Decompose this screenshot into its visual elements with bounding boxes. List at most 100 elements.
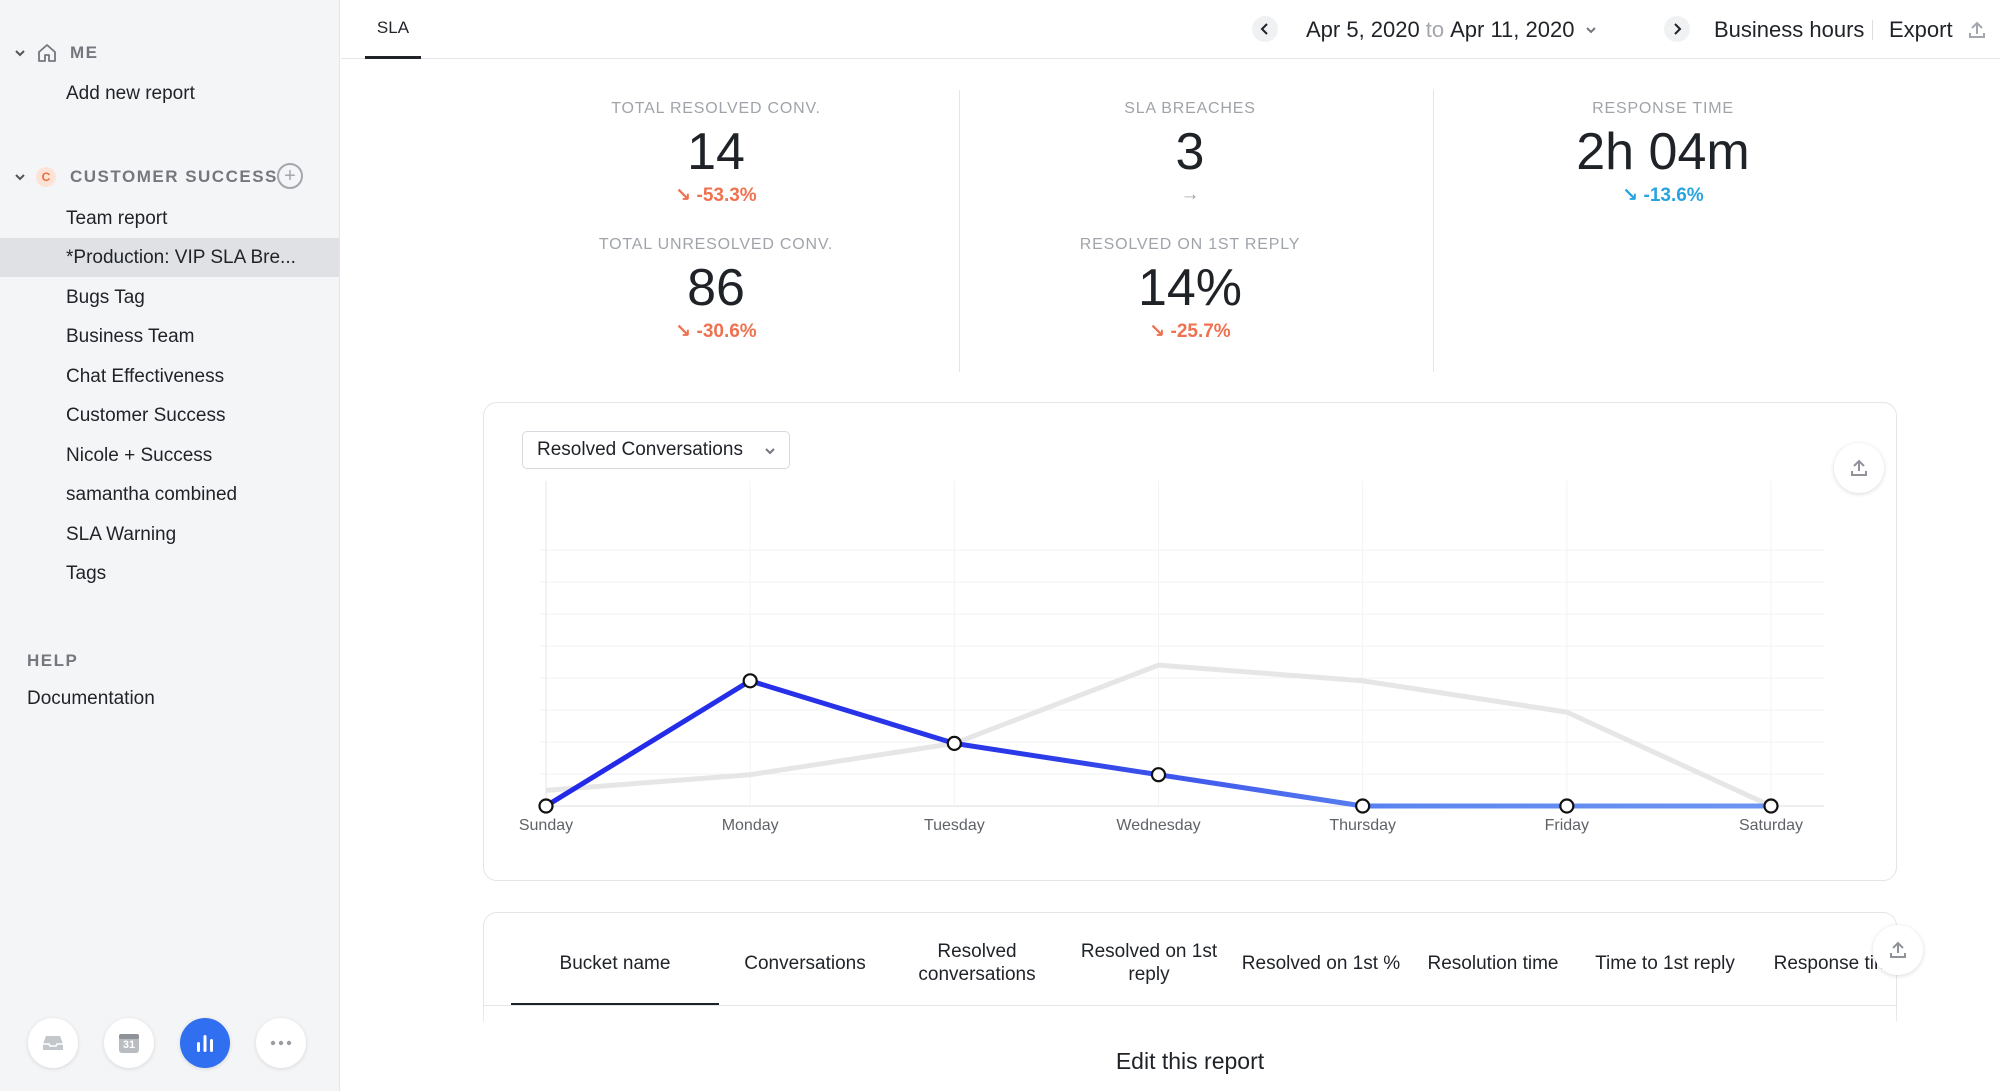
metric-delta: ↘ -13.6%: [1622, 185, 1704, 206]
column-header-resolved-first-reply[interactable]: Resolved on 1st reply: [1080, 941, 1218, 985]
sidebar-item-label: Business Team: [66, 325, 195, 347]
analytics-button[interactable]: [180, 1018, 230, 1068]
x-tick-label: Friday: [1545, 817, 1589, 834]
chart-card: Sunday Monday Tuesday Wednesday Thursday Frid…: [483, 402, 1897, 881]
sidebar-item-tags[interactable]: Tags: [0, 554, 339, 593]
table-divider: [484, 1005, 1896, 1006]
metric-select[interactable]: Resolved Conversations: [522, 431, 790, 469]
top-bar: SLA Apr 5, 2020 to Apr 11, 2020 Business…: [341, 0, 2000, 59]
sidebar-item-label: Bugs Tag: [66, 286, 145, 308]
previous-range-button[interactable]: [1252, 16, 1278, 42]
column-header-conversations[interactable]: Conversations: [744, 952, 866, 974]
metric-value: 2h 04m: [1576, 123, 1750, 181]
metric-resolved-first-reply: RESOLVED ON 1ST REPLY 14% ↘ -25.7%: [1040, 236, 1340, 343]
tab-sla[interactable]: SLA: [365, 0, 421, 59]
metric-value: 14%: [1137, 259, 1243, 317]
sidebar-item-samantha-combined[interactable]: samantha combined: [0, 475, 339, 514]
table-export-button[interactable]: [1873, 925, 1923, 975]
calendar-date: 31: [122, 1039, 136, 1051]
metric-label: RESPONSE TIME: [1592, 100, 1734, 117]
metric-delta: →: [1180, 184, 1200, 205]
upload-icon: [1890, 941, 1906, 958]
inbox-button[interactable]: [28, 1018, 78, 1068]
data-point: [742, 673, 758, 689]
sidebar-item-label: Team report: [66, 207, 168, 229]
more-button[interactable]: [256, 1018, 306, 1068]
metric-total-unresolved: TOTAL UNRESOLVED CONV. 86 ↘ -30.6%: [566, 236, 866, 343]
calendar-icon: 31: [117, 1031, 141, 1055]
metric-delta: ↘ -30.6%: [675, 321, 757, 342]
sidebar-item-business-team[interactable]: Business Team: [0, 317, 339, 356]
data-point: [1355, 798, 1371, 814]
sidebar-item-team-report[interactable]: Team report: [0, 199, 339, 238]
section-customer-success[interactable]: C CUSTOMER SUCCESS: [10, 162, 278, 192]
export-button[interactable]: Export: [1889, 0, 1987, 59]
metric-total-resolved: TOTAL RESOLVED CONV. 14 ↘ -53.3%: [566, 100, 866, 207]
date-range-picker[interactable]: Apr 5, 2020 to Apr 11, 2020: [1306, 0, 1598, 59]
sidebar-item-sla-warning[interactable]: SLA Warning: [0, 515, 339, 554]
chevron-left-icon: [1260, 23, 1268, 35]
x-tick-label: Saturday: [1739, 817, 1803, 834]
metric-label: TOTAL RESOLVED CONV.: [611, 100, 821, 117]
column-header-time-to-first-reply[interactable]: Time to 1st reply: [1595, 952, 1735, 974]
data-point: [1559, 798, 1575, 814]
sidebar-item-label: SLA Warning: [66, 523, 177, 545]
sidebar-item-label: Add new report: [66, 82, 195, 104]
analytics-icon: [192, 1030, 218, 1056]
metric-label: RESOLVED ON 1ST REPLY: [1079, 236, 1301, 253]
x-tick-label: Wednesday: [1116, 817, 1200, 834]
sidebar-item-customer-success[interactable]: Customer Success: [0, 396, 339, 435]
sidebar-item-add-new-report[interactable]: Add new report: [0, 74, 339, 113]
metric-sla-breaches: SLA BREACHES 3 →: [1040, 100, 1340, 206]
x-tick-label: Tuesday: [924, 817, 985, 834]
sidebar-item-nicole-success[interactable]: Nicole + Success: [0, 436, 339, 475]
sidebar-item-production-vip-sla[interactable]: *Production: VIP SLA Bre...: [0, 238, 339, 277]
column-header-response-time[interactable]: Response time: [1773, 952, 1897, 974]
sidebar: ME Add new report C CUSTOMER SUCCESS + T…: [0, 0, 340, 1091]
series-line-previous-period: [545, 662, 1773, 809]
inbox-icon: [40, 1032, 66, 1054]
metric-response-time: RESPONSE TIME 2h 04m ↘ -13.6%: [1513, 100, 1813, 207]
sidebar-item-chat-effectiveness[interactable]: Chat Effectiveness: [0, 357, 339, 396]
x-tick-label: Sunday: [519, 817, 573, 834]
date-from: Apr 5, 2020: [1306, 16, 1420, 42]
column-header-resolution-time[interactable]: Resolution time: [1427, 952, 1559, 974]
section-me[interactable]: ME: [10, 38, 99, 68]
column-header-resolved-first-percent[interactable]: Resolved on 1st %: [1241, 952, 1401, 974]
chevron-down-icon: [765, 448, 775, 455]
next-range-button[interactable]: [1664, 16, 1690, 42]
chevron-right-icon: [1674, 23, 1682, 35]
metric-delta: ↘ -25.7%: [1149, 321, 1231, 342]
sidebar-item-label: Documentation: [27, 687, 155, 709]
metric-value: 86: [687, 259, 745, 317]
chart-export-button[interactable]: [1834, 443, 1884, 493]
scroll-fade: [483, 1010, 1897, 1040]
business-hours-toggle[interactable]: Business hours: [1714, 16, 1865, 42]
section-label-me: ME: [70, 43, 99, 62]
data-point: [1763, 798, 1779, 814]
sidebar-item-label: Chat Effectiveness: [66, 365, 225, 387]
calendar-button[interactable]: 31: [104, 1018, 154, 1068]
sidebar-item-label: Nicole + Success: [66, 444, 213, 466]
sidebar-item-label: Tags: [66, 562, 107, 584]
column-header-bucket-name[interactable]: Bucket name: [559, 952, 671, 974]
metric-label: TOTAL UNRESOLVED CONV.: [598, 236, 834, 253]
edit-report-link[interactable]: Edit this report: [1115, 1048, 1265, 1074]
section-label-customer-success: CUSTOMER SUCCESS: [70, 167, 278, 186]
metric-divider: [1433, 90, 1434, 372]
sidebar-item-bugs-tag[interactable]: Bugs Tag: [0, 278, 339, 317]
metric-select-value: Resolved Conversations: [537, 439, 743, 460]
add-report-icon[interactable]: +: [277, 163, 303, 189]
upload-icon: [1968, 21, 1985, 38]
sidebar-item-documentation[interactable]: Documentation: [0, 679, 339, 718]
metric-value: 14: [687, 123, 745, 181]
sidebar-item-label: samantha combined: [66, 483, 238, 505]
column-header-resolved-conversations[interactable]: Resolved conversations: [918, 941, 1036, 985]
metric-label: SLA BREACHES: [1124, 100, 1256, 117]
divider: [1872, 20, 1873, 40]
table-card: Bucket name Conversations Resolved conve…: [483, 912, 1897, 1022]
chevron-down-icon[interactable]: [10, 167, 30, 187]
chevron-down-icon[interactable]: [10, 43, 30, 63]
x-tick-label: Thursday: [1329, 817, 1396, 834]
data-point: [538, 798, 554, 814]
